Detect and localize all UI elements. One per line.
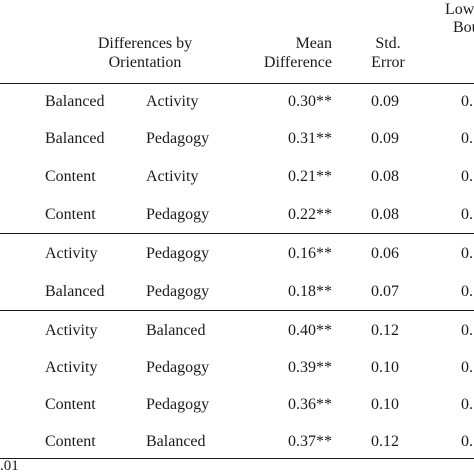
row-group-a: Content bbox=[45, 396, 96, 413]
row-lower-bound: 0. bbox=[461, 396, 473, 413]
row-mean: 0.31** bbox=[288, 130, 332, 147]
row-group-a: Activity bbox=[45, 359, 98, 376]
row-lower-bound: 0. bbox=[461, 283, 473, 300]
header-lower-line1: Low bbox=[445, 1, 474, 18]
header-rule bbox=[0, 83, 474, 84]
row-group-b: Pedagogy bbox=[146, 396, 210, 413]
group-divider bbox=[0, 310, 474, 311]
row-group-a: Balanced bbox=[45, 93, 105, 110]
row-se: 0.12 bbox=[371, 433, 399, 450]
row-lower-bound: 0. bbox=[461, 359, 473, 376]
row-group-a: Activity bbox=[45, 245, 98, 262]
row-se: 0.08 bbox=[371, 168, 399, 185]
row-group-b: Balanced bbox=[146, 433, 206, 450]
row-lower-bound: 0. bbox=[461, 168, 473, 185]
row-se: 0.09 bbox=[371, 93, 399, 110]
row-group-b: Activity bbox=[146, 168, 199, 185]
row-group-b: Pedagogy bbox=[146, 245, 210, 262]
row-lower-bound: 0. bbox=[461, 93, 473, 110]
row-lower-bound: 0. bbox=[461, 130, 473, 147]
row-se: 0.08 bbox=[371, 206, 399, 223]
row-mean: 0.36** bbox=[288, 396, 332, 413]
row-mean: 0.37** bbox=[288, 433, 332, 450]
row-group-a: Content bbox=[45, 433, 96, 450]
header-group-label-line2: Orientation bbox=[108, 54, 182, 71]
header-lower-line2: Bou bbox=[453, 19, 474, 36]
row-se: 0.12 bbox=[371, 322, 399, 339]
header-se-line2: Error bbox=[371, 54, 405, 71]
group-divider bbox=[0, 233, 474, 234]
row-mean: 0.40** bbox=[288, 322, 332, 339]
row-group-b: Balanced bbox=[146, 322, 206, 339]
row-group-a: Activity bbox=[45, 322, 98, 339]
row-group-b: Pedagogy bbox=[146, 130, 210, 147]
row-se: 0.10 bbox=[371, 359, 399, 376]
row-mean: 0.22** bbox=[288, 206, 332, 223]
header-mean-line1: Mean bbox=[295, 35, 332, 52]
row-lower-bound: 0. bbox=[461, 206, 473, 223]
row-group-b: Activity bbox=[146, 93, 199, 110]
header-se-line1: Std. bbox=[375, 35, 401, 52]
table-bottom-rule bbox=[0, 458, 474, 459]
row-group-a: Content bbox=[45, 168, 96, 185]
row-mean: 0.30** bbox=[288, 93, 332, 110]
row-se: 0.09 bbox=[371, 130, 399, 147]
row-lower-bound: 0. bbox=[461, 245, 473, 262]
row-group-b: Pedagogy bbox=[146, 359, 210, 376]
row-lower-bound: 0. bbox=[461, 322, 473, 339]
row-mean: 0.21** bbox=[288, 168, 332, 185]
row-group-b: Pedagogy bbox=[146, 206, 210, 223]
row-mean: 0.39** bbox=[288, 359, 332, 376]
row-se: 0.10 bbox=[371, 396, 399, 413]
row-group-a: Content bbox=[45, 206, 96, 223]
row-mean: 0.18** bbox=[288, 283, 332, 300]
row-mean: 0.16** bbox=[288, 245, 332, 262]
header-mean-line2: Difference bbox=[263, 54, 332, 71]
row-se: 0.07 bbox=[371, 283, 399, 300]
row-group-b: Pedagogy bbox=[146, 283, 210, 300]
footnote: .01 bbox=[0, 458, 19, 474]
row-group-a: Balanced bbox=[45, 130, 105, 147]
row-se: 0.06 bbox=[371, 245, 399, 262]
row-lower-bound: 0. bbox=[461, 433, 473, 450]
header-group-label-line1: Differences by bbox=[97, 35, 193, 52]
row-group-a: Balanced bbox=[45, 283, 105, 300]
